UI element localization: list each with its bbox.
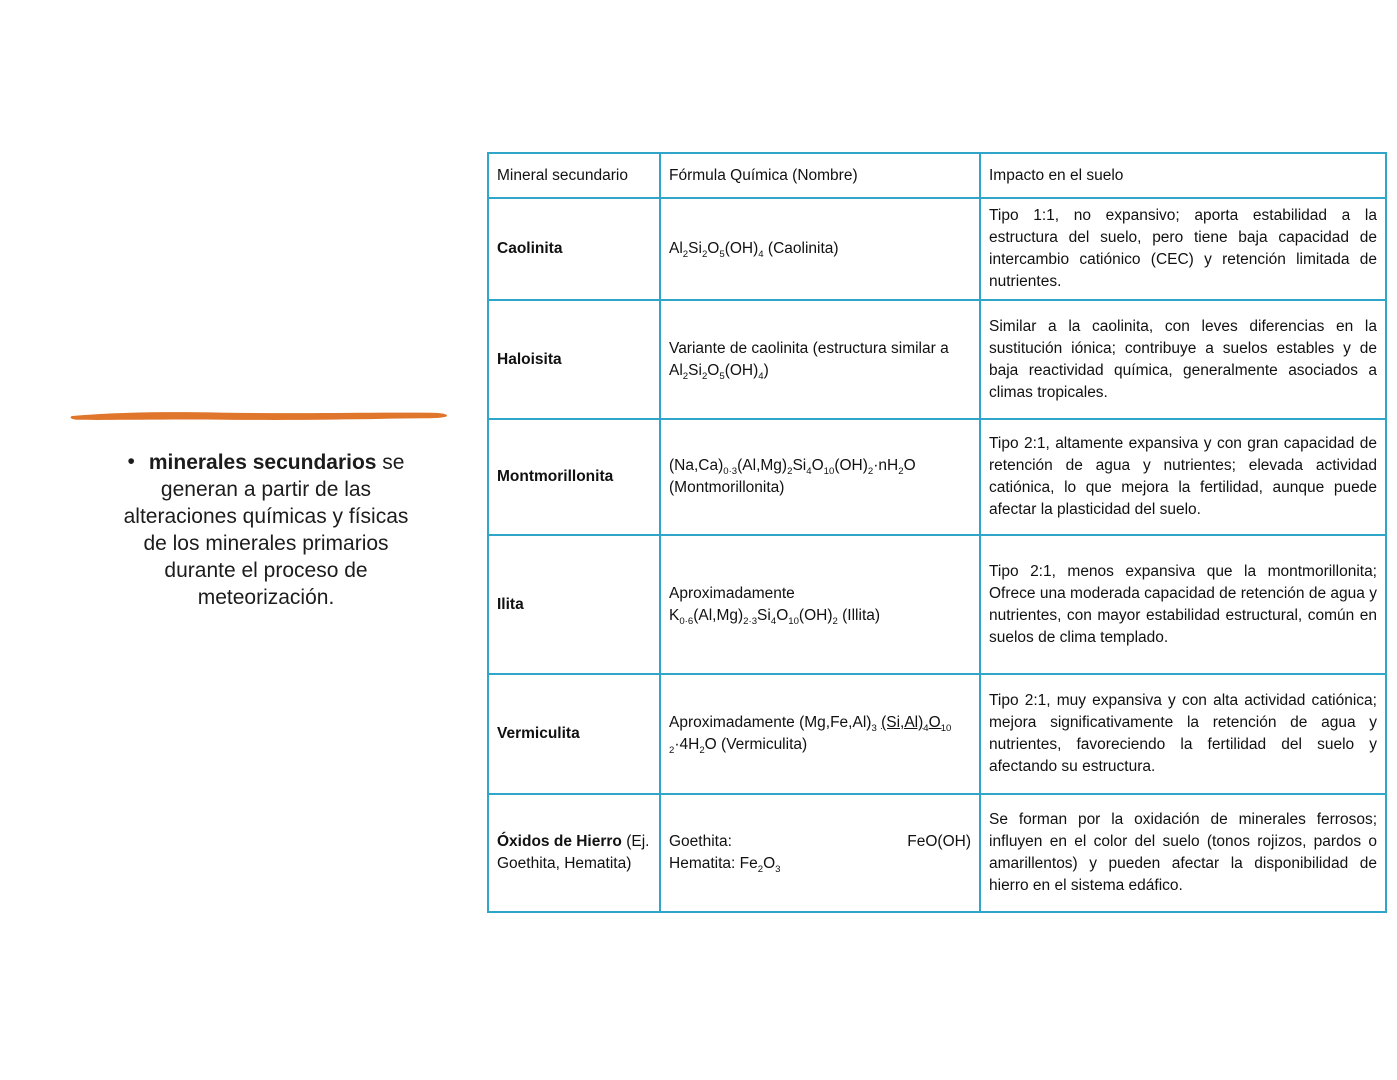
formula-cell: Variante de caolinita (estructura simila… [659,299,981,420]
mineral-name-cell: Montmorillonita [487,418,661,536]
formula-cell: Aproximadamente K0·6(Al,Mg)2·3Si4O10(OH)2… [659,534,981,675]
impact-cell: Tipo 1:1, no expansivo; aporta estabilid… [979,197,1387,301]
note-line-1-rest: se [376,451,405,474]
table-row-vermiculita: Vermiculita Aproximadamente (Mg,Fe,Al)3 … [487,673,1387,795]
column-header-formula: Fórmula Química (Nombre) [659,152,981,199]
table-row-caolinita: Caolinita Al2Si2O5(OH)4 (Caolinita) Tipo… [487,197,1387,301]
note-line-4: de los minerales primarios [143,532,389,555]
mineral-name: Haloisita [497,350,562,368]
mineral-name: Vermiculita [497,725,580,742]
table-header-row: Mineral secundario Fórmula Química (Nomb… [487,152,1387,199]
formula-cell: Al2Si2O5(OH)4 (Caolinita) [659,197,981,301]
note-line-2: generan a partir de las [160,478,372,501]
note-line-3: alteraciones químicas y físicas [123,505,409,528]
formula-cell: (Na,Ca)0·3(Al,Mg)2Si4O10(OH)2·nH2O (Montm… [659,418,981,536]
table-row-ilita: Ilita Aproximadamente K0·6(Al,Mg)2·3Si4O1… [487,534,1387,675]
impact-cell: Tipo 2:1, menos expansiva que la montmor… [979,534,1387,675]
note-line-1: • minerales secundarios se [70,449,462,476]
mineral-name-cell: Vermiculita [487,673,661,795]
impact-cell: Se forman por la oxidación de minerales … [979,793,1387,913]
note-line-5: durante el proceso de [164,559,368,582]
formula-cell: Aproximadamente (Mg,Fe,Al)3 (Si,Al)4O10 2… [659,673,981,795]
column-header-mineral: Mineral secundario [487,152,661,199]
mineral-name-cell: Haloisita [487,299,661,420]
table-row-haloisita: Haloisita Variante de caolinita (estruct… [487,299,1387,420]
mineral-name: Ilita [497,595,524,613]
note-line-6: meteorización. [197,586,335,609]
column-header-impact: Impacto en el suelo [979,152,1387,199]
mineral-name-cell: Ilita [487,534,661,675]
bullet-marker: • [127,450,135,473]
orange-brush-stroke-icon [70,412,447,420]
mineral-name-cell: Caolinita [487,197,661,301]
table-row-oxidos-de-hierro: Óxidos de Hierro (Ej. Goethita, Hematita… [487,793,1387,913]
impact-cell: Tipo 2:1, altamente expansiva y con gran… [979,418,1387,536]
table-row-montmorillonita: Montmorillonita (Na,Ca)0·3(Al,Mg)2Si4O10… [487,418,1387,536]
mineral-name-suffix: (Ej. Goethita, Hematita) [497,833,650,872]
note-text-block: • minerales secundarios se generan a part… [70,449,462,611]
mineral-name: Óxidos de Hierro [497,833,622,850]
impact-cell: Similar a la caolinita, con leves difere… [979,299,1387,420]
formula-cell: Goethita: FeO(OH) Hematita: Fe2O3 [659,793,981,913]
impact-cell: Tipo 2:1, muy expansiva y con alta activ… [979,673,1387,795]
mineral-name: Caolinita [497,240,563,257]
mineral-name-cell: Óxidos de Hierro (Ej. Goethita, Hematita… [487,793,661,913]
secondary-minerals-table: Mineral secundario Fórmula Química (Nomb… [487,152,1387,913]
mineral-name: Montmorillonita [497,468,614,485]
note-bold-term: minerales secundarios [148,451,377,474]
